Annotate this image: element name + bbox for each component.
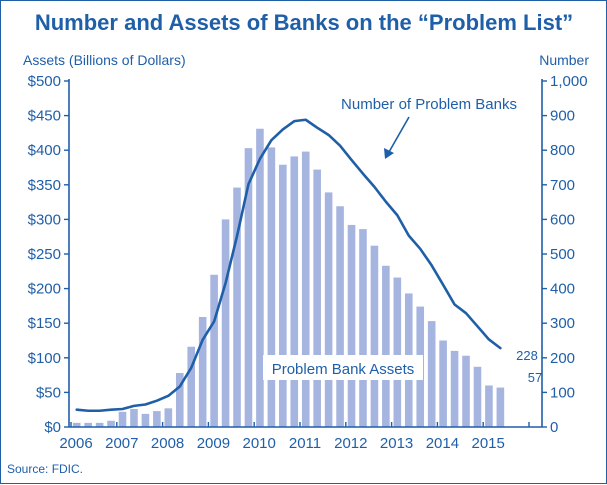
left-tick-label: $0 — [44, 419, 61, 436]
left-tick-label: $300 — [28, 211, 61, 228]
asset-bar — [382, 265, 390, 427]
end-label-assets: 57 — [528, 370, 542, 385]
asset-bar — [313, 169, 321, 427]
source-note: Source: FDIC. — [7, 462, 83, 476]
asset-bar — [359, 229, 367, 427]
asset-bar — [450, 350, 459, 427]
asset-bar — [256, 128, 264, 427]
asset-bar — [244, 148, 253, 427]
left-tick-label: $200 — [28, 281, 61, 298]
x-tick-label: 2007 — [105, 435, 138, 452]
left-axis-title: Assets (Billions of Dollars) — [23, 52, 186, 68]
ticks-group: $0 0 $50 100 $100 200 $150 300 $200 400 $250 500 $30… — [28, 73, 588, 452]
annotation-arrowhead — [384, 148, 394, 159]
asset-bar — [485, 385, 493, 427]
x-tick-label: 2013 — [380, 435, 413, 452]
asset-bar — [347, 224, 356, 427]
chart-title: Number and Assets of Banks on the “Probl… — [35, 10, 573, 35]
asset-bar — [336, 206, 344, 427]
right-tick-label: 900 — [550, 108, 575, 125]
asset-bar — [427, 321, 436, 427]
right-tick-label: 800 — [550, 142, 575, 159]
asset-bar — [473, 366, 482, 427]
right-tick-label: 300 — [550, 315, 575, 332]
annotation-arrow — [388, 116, 410, 153]
assets-annotation-box — [263, 355, 423, 380]
asset-bar — [290, 156, 299, 427]
x-tick-label: 2008 — [151, 435, 184, 452]
asset-bar — [72, 422, 81, 427]
x-tick-label: 2010 — [243, 435, 276, 452]
right-tick-label: 700 — [550, 177, 575, 194]
asset-bar — [267, 147, 276, 427]
x-tick-label: 2011 — [289, 435, 321, 452]
asset-bar — [439, 340, 447, 427]
left-tick-label: $250 — [28, 246, 61, 263]
asset-bar — [393, 277, 402, 427]
x-tick-label: 2009 — [197, 435, 230, 452]
end-label-count: 228 — [516, 348, 538, 363]
left-tick-label: $350 — [28, 177, 61, 194]
asset-bar — [95, 422, 104, 427]
asset-bar — [141, 413, 150, 427]
assets-annotation: Problem Bank Assets — [272, 361, 415, 378]
asset-bar — [233, 187, 241, 427]
asset-bar — [198, 316, 207, 427]
right-tick-label: 200 — [550, 350, 575, 367]
asset-bar — [210, 274, 218, 427]
asset-bar — [118, 411, 127, 427]
asset-bar — [107, 420, 115, 427]
problem-bank-count-line — [75, 118, 502, 413]
right-tick-label: 600 — [550, 211, 575, 228]
axes-group — [68, 79, 543, 428]
asset-bar — [130, 409, 138, 427]
asset-bar — [301, 151, 310, 427]
left-tick-label: $100 — [28, 350, 61, 367]
left-tick-label: $150 — [28, 315, 61, 332]
x-tick-label: 2014 — [426, 435, 459, 452]
right-tick-label: 1,000 — [550, 73, 588, 90]
asset-bar — [221, 219, 230, 427]
x-tick-label: 2012 — [334, 435, 367, 452]
left-tick-label: $450 — [28, 108, 61, 125]
asset-bar — [187, 346, 196, 427]
right-axis-title: Number — [539, 52, 589, 68]
asset-bar — [164, 408, 173, 427]
right-tick-label: 500 — [550, 246, 575, 263]
asset-bar — [462, 355, 470, 427]
asset-bar — [496, 387, 505, 427]
asset-bar — [324, 192, 333, 427]
left-tick-label: $50 — [36, 384, 61, 401]
x-tick-label: 2006 — [59, 435, 92, 452]
left-tick-label: $400 — [28, 142, 61, 159]
left-tick-label: $500 — [28, 73, 61, 90]
count-line-annotation: Number of Problem Banks — [341, 96, 517, 113]
asset-bar — [370, 245, 379, 427]
right-tick-label: 100 — [550, 384, 575, 401]
asset-bar — [279, 164, 287, 428]
asset-bar — [84, 422, 92, 427]
asset-bar — [175, 373, 184, 427]
x-tick-label: 2015 — [472, 435, 505, 452]
right-tick-label: 0 — [550, 419, 558, 436]
right-tick-label: 400 — [550, 281, 575, 298]
asset-bar — [153, 411, 161, 427]
